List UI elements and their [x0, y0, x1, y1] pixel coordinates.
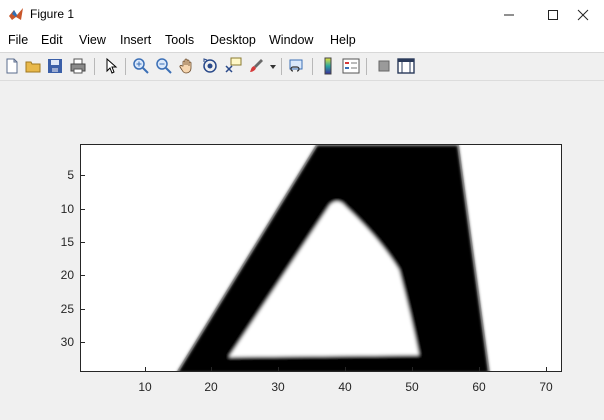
minimize-button[interactable]: [486, 0, 532, 30]
menu-desktop[interactable]: Desktop: [210, 33, 256, 47]
colorbar-icon[interactable]: [319, 57, 337, 75]
x-tick-mark: [278, 367, 279, 371]
hide-plot-tools-icon[interactable]: [375, 57, 393, 75]
open-file-icon[interactable]: [24, 57, 42, 75]
zoom-out-icon[interactable]: [155, 57, 173, 75]
menu-insert[interactable]: Insert: [120, 33, 152, 47]
x-tick-label: 20: [204, 380, 218, 394]
toolbar-separator: [281, 58, 282, 75]
y-tick-mark: [81, 275, 85, 276]
print-icon[interactable]: [69, 57, 87, 75]
toolbar-separator: [125, 58, 126, 75]
rotate-3d-icon[interactable]: [201, 57, 219, 75]
x-tick-mark: [345, 367, 346, 371]
x-tick-label: 50: [405, 380, 419, 394]
maximize-icon: [548, 10, 558, 20]
x-tick-label: 60: [472, 380, 486, 394]
save-icon[interactable]: [46, 57, 64, 75]
figure-toolbar: [0, 53, 604, 81]
minimize-icon: [504, 14, 514, 16]
x-tick-mark: [145, 367, 146, 371]
x-tick-label: 70: [539, 380, 553, 394]
y-tick-label: 10: [60, 202, 74, 216]
y-tick-label: 5: [67, 168, 74, 182]
new-figure-icon[interactable]: [3, 57, 21, 75]
y-tick-mark: [81, 209, 85, 210]
matlab-logo-icon: [9, 8, 23, 20]
menu-bar: File Edit View Insert Tools Desktop Wind…: [0, 30, 604, 53]
axes[interactable]: [80, 144, 562, 372]
x-tick-mark: [479, 367, 480, 371]
y-tick-mark: [81, 175, 85, 176]
menu-window[interactable]: Window: [269, 33, 314, 47]
menu-edit[interactable]: Edit: [41, 33, 63, 47]
close-button[interactable]: [560, 0, 604, 30]
data-cursor-icon[interactable]: [224, 57, 242, 75]
menu-help[interactable]: Help: [330, 33, 356, 47]
x-tick-label: 40: [338, 380, 352, 394]
maximize-button[interactable]: [530, 0, 576, 30]
toolbar-separator: [366, 58, 367, 75]
pan-icon[interactable]: [178, 57, 196, 75]
x-tick-mark: [412, 367, 413, 371]
toolbar-separator: [94, 58, 95, 75]
zoom-in-icon[interactable]: [132, 57, 150, 75]
y-tick-mark: [81, 342, 85, 343]
chevron-down-icon[interactable]: [270, 64, 276, 70]
y-tick-mark: [81, 242, 85, 243]
y-tick-label: 20: [60, 268, 74, 282]
toolbar-separator: [312, 58, 313, 75]
legend-icon[interactable]: [342, 57, 360, 75]
y-tick-label: 25: [60, 302, 74, 316]
menu-view[interactable]: View: [79, 33, 106, 47]
x-tick-label: 30: [271, 380, 285, 394]
x-tick-label: 10: [138, 380, 152, 394]
x-tick-mark: [211, 367, 212, 371]
menu-file[interactable]: File: [8, 33, 29, 47]
y-tick-label: 30: [60, 335, 74, 349]
title-bar: Figure 1: [0, 0, 604, 30]
brush-icon[interactable]: [247, 57, 265, 75]
show-plot-tools-icon[interactable]: [397, 57, 415, 75]
window-title: Figure 1: [30, 7, 75, 21]
link-plot-icon[interactable]: [288, 57, 306, 75]
y-tick-label: 15: [60, 235, 74, 249]
close-icon: [577, 9, 589, 21]
y-tick-mark: [81, 309, 85, 310]
image-plot: [81, 145, 561, 371]
menu-tools[interactable]: Tools: [165, 33, 195, 47]
x-tick-mark: [546, 367, 547, 371]
pointer-icon[interactable]: [102, 57, 120, 75]
